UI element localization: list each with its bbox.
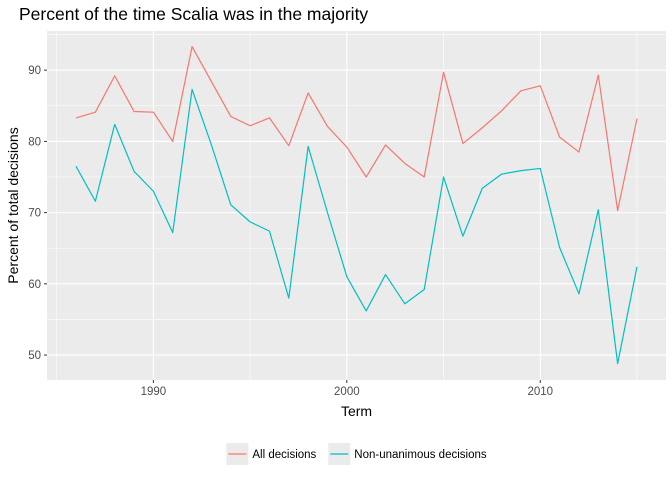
- minor-gridlines: [47, 31, 666, 380]
- legend-label-1: Non-unanimous decisions: [354, 449, 487, 461]
- y-axis-ticks: 50 60 70 80 90: [28, 65, 47, 362]
- series-lines: [75, 46, 638, 365]
- chart-title: Percent of the time Scalia was in the ma…: [19, 4, 368, 24]
- series-line-0: [75, 46, 638, 212]
- plot-panel: [47, 31, 666, 380]
- y-tick-label: 90: [28, 65, 41, 77]
- y-tick-label: 80: [28, 136, 41, 148]
- y-tick-label: 70: [28, 208, 41, 220]
- legend: All decisions Non-unanimous decisions: [226, 443, 487, 465]
- y-tick-label: 50: [28, 350, 41, 362]
- legend-label-0: All decisions: [252, 449, 316, 461]
- x-axis-ticks: 1990 2000 2010: [141, 380, 553, 398]
- series-line-1: [75, 88, 638, 365]
- x-tick-label: 2010: [527, 386, 553, 398]
- y-tick-label: 60: [28, 279, 41, 291]
- x-tick-label: 2000: [334, 386, 360, 398]
- major-gridlines: [47, 31, 666, 380]
- x-tick-label: 1990: [141, 386, 167, 398]
- y-axis-title: Percent of total decisions: [5, 127, 21, 283]
- x-axis-title: Term: [341, 403, 372, 419]
